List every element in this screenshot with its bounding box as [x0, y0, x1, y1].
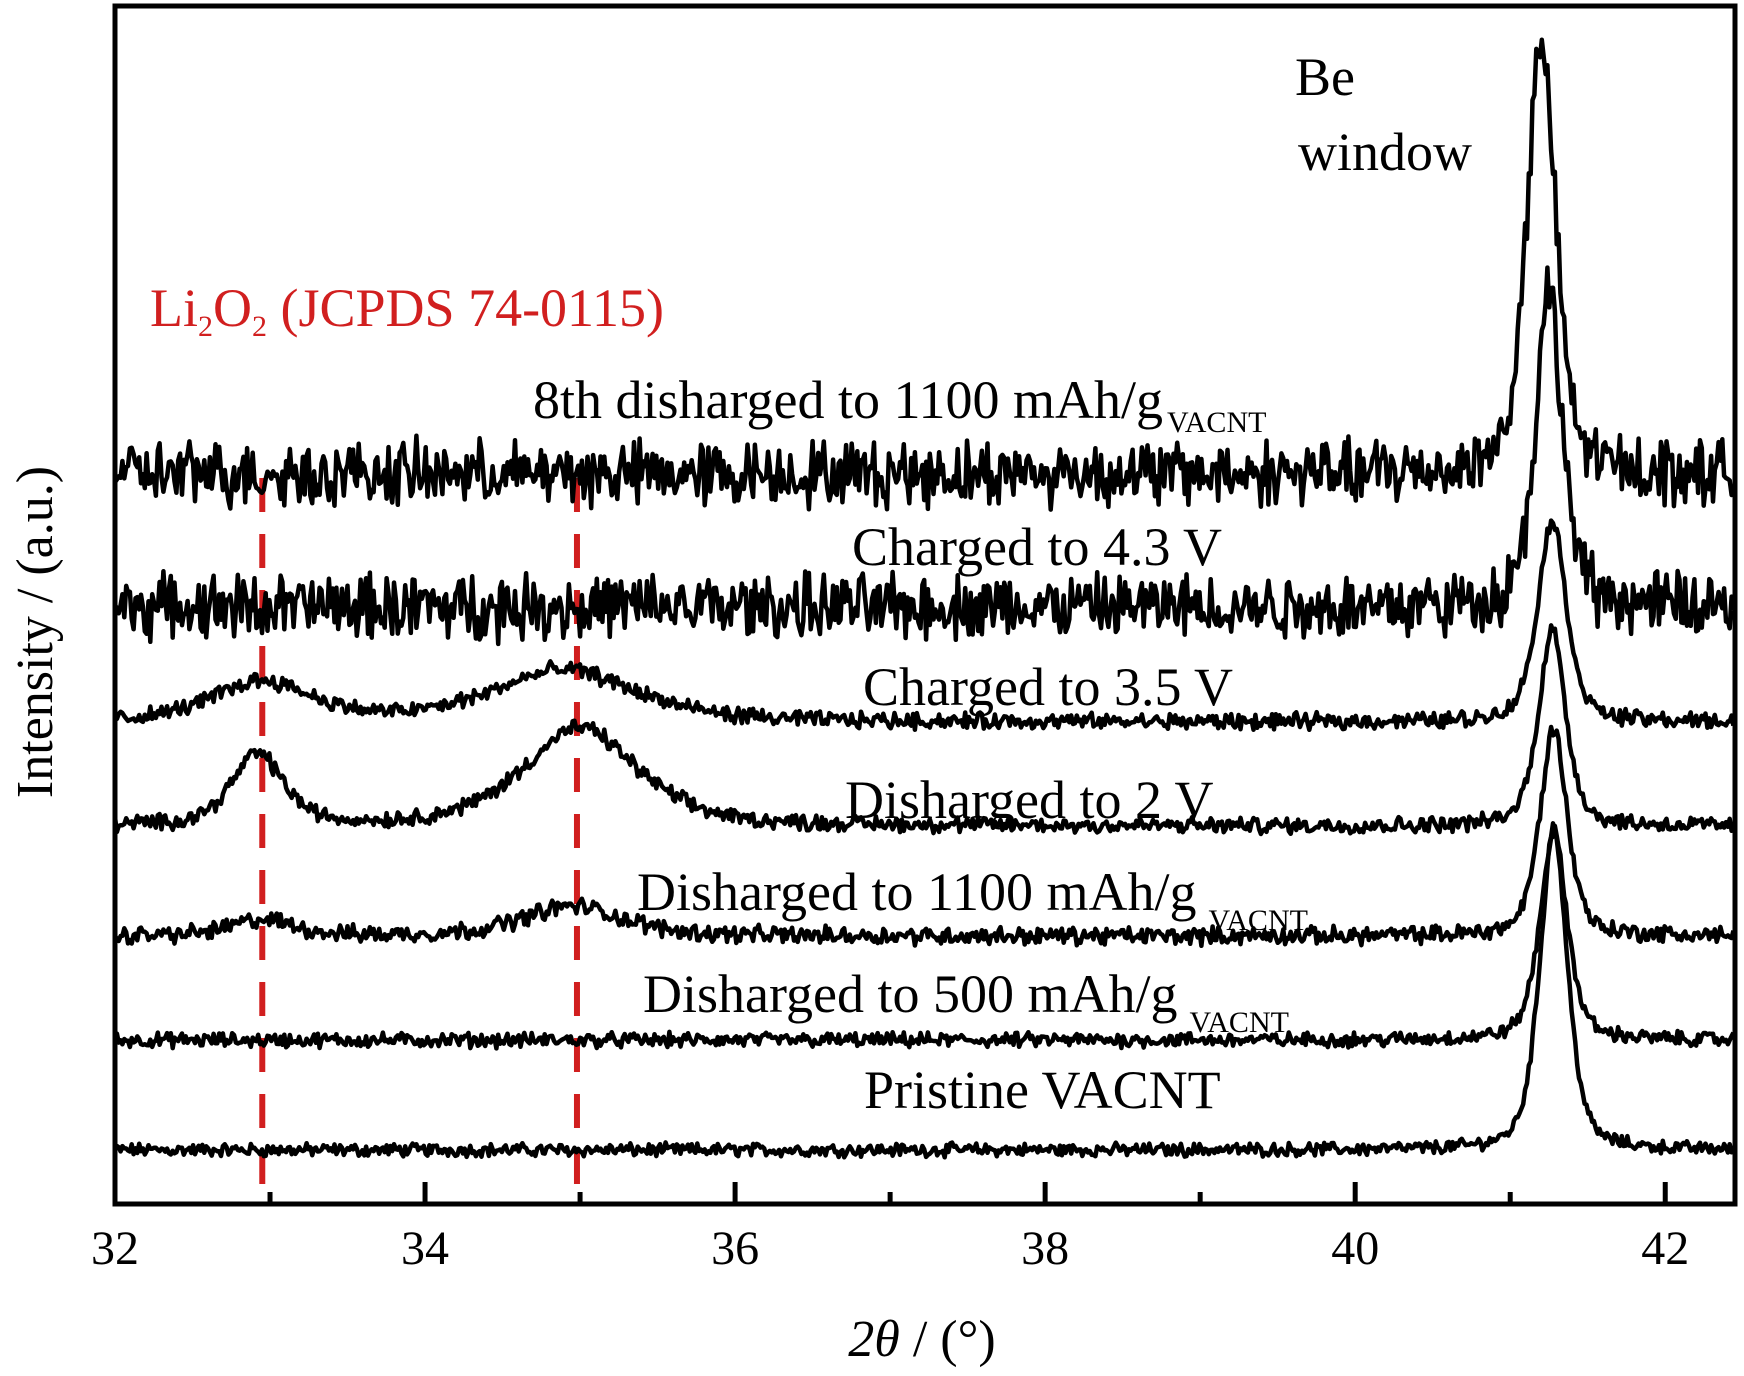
x-axis-title: 2θ / (°): [848, 1311, 995, 1368]
series-label-500-main: Disharged to 500 mAh/g: [643, 964, 1177, 1024]
plot-frame: [112, 3, 1738, 1207]
series-label-pristine: Pristine VACNT: [864, 1060, 1221, 1120]
be-window-line2: window: [1298, 122, 1472, 182]
x-axis-ticks: [112, 1182, 1668, 1204]
series-line: [113, 265, 1736, 647]
ref-label-li: Li: [150, 278, 198, 338]
series-label-8th-sub: VACNT: [1167, 406, 1266, 439]
ref-label-rest: (JCPDS 74-0115): [267, 278, 664, 338]
series-line: [112, 823, 1736, 1051]
series-line: [113, 821, 1736, 1160]
series-label-1100-sub: VACNT: [1208, 904, 1307, 937]
x-axis-unit: / (°): [900, 1311, 996, 1368]
ref-label-o: O: [213, 278, 252, 338]
series-line: [112, 623, 1736, 837]
series-label-1100-main: Disharged to 1100 mAh/g: [637, 862, 1196, 922]
ref-label-sub2: 2: [252, 310, 267, 343]
x-tick-label: 34: [401, 1222, 449, 1275]
x-tick-labels: 32 34 36 38 40 42: [91, 1222, 1689, 1275]
x-tick-label: 38: [1021, 1222, 1069, 1275]
x-tick-label: 42: [1641, 1222, 1689, 1275]
series-label-2v: Disharged to 2 V: [845, 770, 1213, 830]
series-label-8th-main: 8th disharged to 1100 mAh/g: [533, 370, 1163, 430]
series-label-3-5v: Charged to 3.5 V: [863, 657, 1233, 717]
reference-label: Li2O2 (JCPDS 74-0115): [150, 278, 664, 343]
series-label-1100: Disharged to 1100 mAh/g VACNT: [637, 862, 1308, 937]
be-window-line1: Be: [1295, 47, 1355, 107]
series-lines: [112, 37, 1736, 1160]
series-line: [113, 37, 1736, 512]
series-line: [112, 518, 1736, 733]
ref-label-sub1: 2: [198, 310, 213, 343]
series-label-500-sub: VACNT: [1189, 1006, 1288, 1039]
x-tick-label: 36: [711, 1222, 759, 1275]
x-tick-label: 40: [1331, 1222, 1379, 1275]
series-label-4-3v: Charged to 4.3 V: [852, 517, 1222, 577]
series-line: [113, 724, 1736, 949]
series-label-8th: 8th disharged to 1100 mAh/g VACNT: [533, 370, 1266, 439]
y-axis-title: Intensity / (a.u.): [7, 466, 64, 798]
x-tick-label: 32: [91, 1222, 139, 1275]
series-label-500: Disharged to 500 mAh/g VACNT: [643, 964, 1289, 1039]
x-axis-var: 2θ: [848, 1311, 900, 1368]
reference-lines: [259, 478, 580, 1204]
